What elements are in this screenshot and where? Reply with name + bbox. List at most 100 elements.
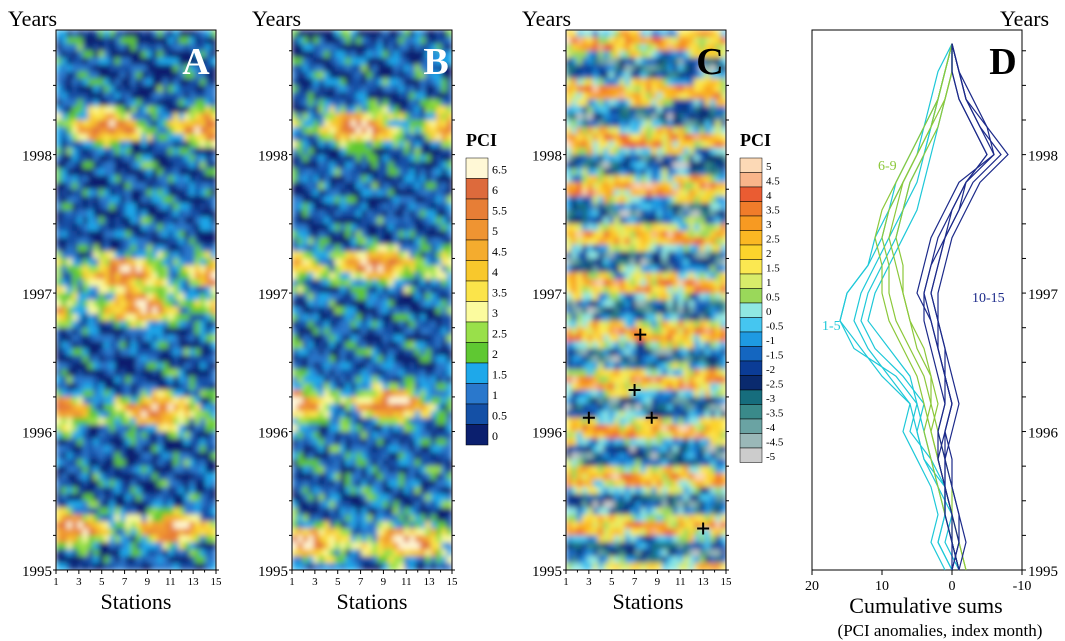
heatmap-cell xyxy=(302,390,309,398)
heatmap-cell xyxy=(72,78,78,86)
heatmap-cell xyxy=(168,175,174,183)
heatmap-cell xyxy=(414,466,421,474)
heatmap-cell xyxy=(324,341,330,350)
heatmap-cell xyxy=(366,466,373,474)
heatmap-cell xyxy=(345,161,352,170)
heatmap-cell xyxy=(313,396,320,405)
heatmap-cell xyxy=(125,154,132,163)
heatmap-cell xyxy=(77,514,84,523)
heatmap-cell xyxy=(77,507,84,516)
heatmap-cell xyxy=(313,480,320,488)
heatmap-cell xyxy=(200,223,206,232)
heatmap-cell xyxy=(125,362,132,370)
heatmap-cell xyxy=(98,320,105,329)
heatmap-cell xyxy=(377,85,384,93)
heatmap-cell xyxy=(571,64,578,73)
heatmap-cell xyxy=(292,279,298,287)
heatmap-cell xyxy=(398,175,405,183)
heatmap-cell xyxy=(82,272,89,280)
heatmap-cell xyxy=(656,57,663,66)
heatmap-cell xyxy=(200,334,206,343)
heatmap-cell xyxy=(393,99,400,107)
heatmap-b xyxy=(292,30,452,570)
heatmap-cell xyxy=(130,431,137,440)
heatmap-cell xyxy=(72,286,78,294)
heatmap-cell xyxy=(205,30,212,38)
heatmap-cell xyxy=(200,64,206,73)
heatmap-cell xyxy=(173,71,180,80)
heatmap-cell xyxy=(436,528,442,536)
heatmap-cell xyxy=(136,480,142,488)
heatmap-cell xyxy=(329,293,336,301)
heatmap-cell xyxy=(146,237,153,246)
heatmap-cell xyxy=(56,140,62,149)
heatmap-cell xyxy=(104,230,110,239)
heatmap-cell xyxy=(146,168,153,176)
heatmap-cell xyxy=(420,251,426,260)
heatmap-cell xyxy=(382,99,389,107)
heatmap-cell xyxy=(377,320,384,329)
heatmap-cell xyxy=(173,244,180,253)
heatmap-cell xyxy=(393,251,400,260)
heatmap-cell xyxy=(425,396,432,405)
heatmap-cell xyxy=(699,50,706,59)
heatmap-cell xyxy=(398,452,405,460)
heatmap-cell xyxy=(210,376,216,384)
heatmap-cell xyxy=(334,334,341,343)
heatmap-cell xyxy=(350,237,357,246)
heatmap-cell xyxy=(189,431,196,440)
heatmap-cell xyxy=(308,251,314,260)
heatmap-cell xyxy=(414,196,421,204)
heatmap-cell xyxy=(334,30,341,38)
heatmap-cell xyxy=(178,36,185,45)
heatmap-cell xyxy=(61,445,68,453)
heatmap-cell xyxy=(361,438,368,446)
heatmap-cell xyxy=(366,175,373,183)
heatmap-cell xyxy=(393,279,400,287)
heatmap-cell xyxy=(420,203,426,211)
heatmap-cell xyxy=(168,36,174,45)
heatmap-cell xyxy=(414,493,421,502)
heatmap-cell xyxy=(292,126,298,135)
heatmap-cell xyxy=(152,286,158,294)
heatmap-cell xyxy=(436,99,442,107)
heatmap-cell xyxy=(152,535,158,543)
heatmap-cell xyxy=(205,514,212,523)
heatmap-cell xyxy=(366,403,373,412)
heatmap-cell xyxy=(350,542,357,550)
heatmap-cell xyxy=(388,258,394,266)
heatmap-cell xyxy=(313,431,320,440)
heatmap-cell xyxy=(61,120,68,128)
heatmap-cell xyxy=(205,43,212,52)
heatmap-cell xyxy=(72,528,78,536)
heatmap-cell xyxy=(377,507,384,516)
heatmap-cell xyxy=(104,459,110,467)
heatmap-cell xyxy=(82,85,89,93)
heatmap-cell xyxy=(292,445,298,453)
heatmap-cell xyxy=(178,293,185,301)
heatmap-cell xyxy=(56,126,62,135)
heatmap-cell xyxy=(56,161,62,170)
heatmap-cell xyxy=(168,43,174,52)
heatmap-cell xyxy=(109,43,116,52)
heatmap-cell xyxy=(366,57,373,66)
heatmap-cell xyxy=(302,493,309,502)
heatmap-cell xyxy=(152,514,158,523)
heatmap-cell xyxy=(361,272,368,280)
heatmap-cell xyxy=(200,230,206,239)
heatmap-cell xyxy=(340,320,346,329)
heatmap-cell xyxy=(104,300,110,308)
heatmap-cell xyxy=(292,71,298,80)
heatmap-cell xyxy=(168,459,174,467)
heatmap-cell xyxy=(350,43,357,52)
heatmap-cell xyxy=(393,542,400,550)
heatmap-cell xyxy=(398,279,405,287)
heatmap-cell xyxy=(292,237,298,246)
heatmap-cell xyxy=(345,521,352,530)
heatmap-cell xyxy=(130,154,137,163)
heatmap-cell xyxy=(152,313,158,322)
heatmap-cell xyxy=(414,140,421,149)
heatmap-cell xyxy=(436,133,442,142)
heatmap-cell xyxy=(436,71,442,80)
heatmap-cell xyxy=(157,556,164,564)
